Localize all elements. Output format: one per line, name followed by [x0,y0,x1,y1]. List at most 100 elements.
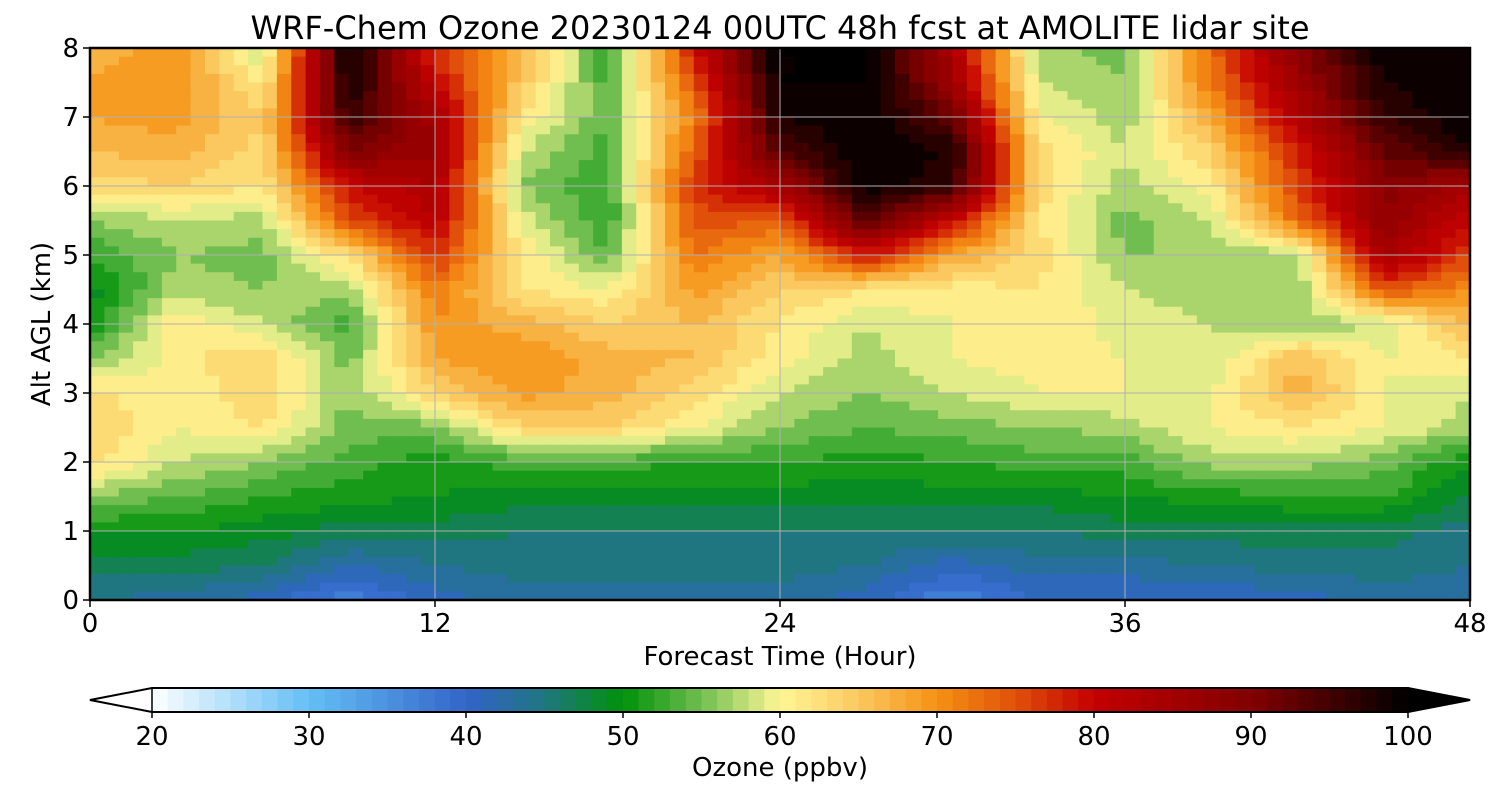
heatmap-cell [679,384,695,394]
heatmap-cell [406,125,422,135]
heatmap-cell [1038,306,1054,316]
heatmap-cell [219,134,235,144]
heatmap-cell [895,56,910,66]
heatmap-cell [190,177,206,187]
heatmap-cell [449,177,465,187]
heatmap-cell [665,82,680,92]
heatmap-cell [693,315,709,325]
heatmap-cell [1268,56,1284,66]
heatmap-cell [1455,82,1471,92]
heatmap-cell [1110,315,1126,325]
heatmap-cell [176,487,192,498]
heatmap-cell [161,358,177,368]
heatmap-cell [320,462,335,472]
heatmap-cell [1010,462,1025,472]
heatmap-cell [348,418,364,429]
heatmap-cell [607,237,623,247]
heatmap-cell [650,237,666,247]
heatmap-cell [1441,142,1457,153]
heatmap-cell [693,91,709,101]
heatmap-cell [1010,263,1025,273]
heatmap-cell [420,444,436,454]
heatmap-cell [1038,298,1054,308]
heatmap-cell [1168,462,1184,472]
heatmap-cell [492,401,508,411]
heatmap-cell [995,315,1011,325]
heatmap-cell [636,393,652,403]
heatmap-cell [1254,177,1270,187]
heatmap-cell [147,134,163,144]
heatmap-cell [363,229,379,239]
heatmap-cell [981,108,997,118]
heatmap-cell [665,108,680,118]
heatmap-cell [995,479,1011,489]
heatmap-cell [1053,401,1069,411]
heatmap-cell [1455,332,1471,342]
heatmap-cell [147,194,163,204]
heatmap-cell [751,142,767,153]
heatmap-cell [219,470,235,480]
heatmap-cell [880,117,896,127]
heatmap-cell [420,56,436,66]
heatmap-cell [765,298,781,308]
heatmap-cell [880,453,896,463]
heatmap-cell [1297,65,1313,75]
heatmap-cell [650,487,666,498]
heatmap-cell [736,91,752,101]
heatmap-cell [665,479,680,489]
heatmap-cell [693,470,709,480]
heatmap-cell [1024,168,1040,178]
heatmap-cell [1211,117,1227,127]
heatmap-cell [722,367,738,377]
heatmap-cell [1326,168,1342,178]
heatmap-cell [1326,186,1342,196]
heatmap-cell [363,73,379,84]
heatmap-cell [736,73,752,84]
heatmap-cell [1139,444,1155,454]
heatmap-cell [104,203,120,213]
heatmap-cell [420,375,436,385]
heatmap-cell [262,444,278,454]
heatmap-cell [693,186,709,196]
heatmap-cell [1398,444,1414,454]
heatmap-cell [305,186,321,196]
heatmap-cell [938,410,954,420]
heatmap-cell [492,194,508,204]
heatmap-cell [219,393,235,403]
heatmap-cell [550,306,565,316]
heatmap-cell [291,272,307,282]
heatmap-cell [693,203,709,213]
heatmap-cell [348,427,364,437]
heatmap-cell [751,401,767,411]
heatmap-cell [435,324,450,334]
heatmap-cell [923,160,939,170]
heatmap-cell [1340,315,1356,325]
heatmap-cell [291,418,307,429]
heatmap-cell [1412,427,1428,437]
heatmap-cell [736,418,752,429]
heatmap-cell [1326,151,1342,161]
heatmap-cell [104,48,120,58]
heatmap-cell [478,384,494,394]
heatmap-cell [1125,272,1140,282]
heatmap-cell [391,134,407,144]
heatmap-cell [693,272,709,282]
heatmap-cell [966,280,982,291]
heatmap-cell [1383,186,1399,196]
heatmap-cell [1326,315,1342,325]
heatmap-cell [406,470,422,480]
heatmap-cell [1153,349,1169,360]
heatmap-cell [966,436,982,446]
heatmap-cell [952,358,968,368]
heatmap-cell [334,289,350,299]
heatmap-cell [492,160,508,170]
heatmap-cell [1182,410,1198,420]
heatmap-cell [1168,108,1184,118]
heatmap-cell [621,203,637,213]
heatmap-cell [1326,48,1342,58]
heatmap-cell [463,298,479,308]
heatmap-cell [1211,56,1227,66]
heatmap-cell [981,410,997,420]
heatmap-cell [895,125,910,135]
heatmap-cell [521,186,537,196]
